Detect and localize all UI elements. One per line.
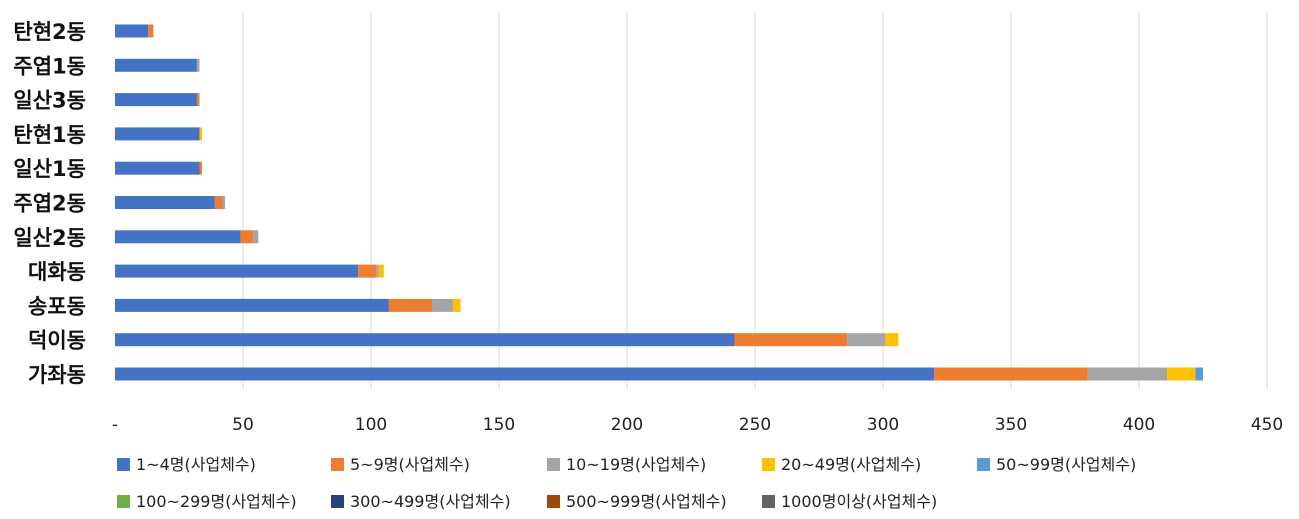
legend-label: 1~4명(사업체수) (136, 455, 256, 474)
legend-label: 10~19명(사업체수) (566, 455, 706, 474)
category-label: 대화동 (28, 260, 86, 284)
bar-segment-2-3 (196, 58, 200, 72)
legend-swatch (762, 495, 775, 508)
legend-label: 100~299명(사업체수) (136, 492, 297, 511)
bar-segment-3-1 (115, 93, 197, 107)
legend-label: 500~999명(사업체수) (566, 492, 727, 511)
bar-segment-3-2 (196, 93, 200, 107)
bar-segment-11-5 (1195, 367, 1203, 381)
legend-swatch (331, 495, 344, 508)
bar-segment-7-1 (115, 230, 241, 244)
legend-label: 50~99명(사업체수) (996, 455, 1136, 474)
legend-swatch (547, 458, 560, 471)
tick-label: 250 (739, 415, 771, 435)
bar-segment-9-3 (432, 298, 453, 312)
bar-segment-11-4 (1167, 367, 1196, 381)
bar-segment-1-2 (148, 24, 154, 38)
bar-segment-6-3 (222, 196, 226, 209)
bar-segment-5-2 (199, 161, 203, 175)
legend-swatch (547, 495, 560, 508)
legend: 1~4명(사업체수) 5~9명(사업체수) 10~19명(사업체수) 20~49명(사… (117, 455, 1136, 511)
tick-label: 50 (232, 415, 254, 435)
category-label: 덕이동 (28, 329, 86, 353)
legend-label: 1000명이상(사업체수) (781, 492, 937, 511)
tick-label: 350 (995, 415, 1027, 435)
category-label: 탄현1동 (13, 123, 86, 147)
bar-segment-11-2 (934, 367, 1088, 381)
bar-segment-8-1 (115, 264, 359, 278)
category-label: 주엽2동 (13, 192, 86, 216)
category-label: 일산2동 (13, 226, 86, 250)
tick-label: 400 (1123, 415, 1155, 435)
bar-segment-8-2 (358, 264, 377, 278)
category-label: 일산3동 (13, 89, 86, 113)
bar-segment-10-1 (115, 333, 735, 347)
bar-segment-10-2 (734, 333, 848, 347)
bar-segment-8-4 (378, 264, 384, 278)
bar-area (115, 24, 1203, 381)
bar-segment-2-1 (115, 58, 197, 72)
bar-segment-9-2 (388, 298, 433, 312)
legend-label: 20~49명(사업체수) (781, 455, 921, 474)
bar-segment-6-1 (115, 196, 215, 209)
bar-segment-10-3 (847, 333, 886, 347)
tick-label: - (112, 415, 118, 435)
bar-segment-1-1 (115, 24, 149, 38)
tick-label: 150 (483, 415, 515, 435)
category-label: 탄현2동 (13, 20, 86, 44)
category-label: 송포동 (28, 294, 86, 318)
tick-label: 450 (1251, 415, 1283, 435)
tick-label: 200 (611, 415, 643, 435)
tick-label: 100 (355, 415, 387, 435)
category-label: 주엽1동 (13, 54, 86, 78)
bar-segment-5-1 (115, 161, 200, 175)
tick-label: 300 (867, 415, 899, 435)
legend-swatch (331, 458, 344, 471)
bar-segment-9-4 (452, 298, 461, 312)
category-label: 가좌동 (28, 363, 86, 387)
legend-swatch (117, 495, 130, 508)
bar-segment-4-4 (199, 127, 203, 141)
legend-swatch (762, 458, 775, 471)
legend-swatch (977, 458, 990, 471)
bar-segment-7-3 (253, 230, 259, 244)
gridlines (242, 12, 1268, 390)
legend-label: 5~9명(사업체수) (350, 455, 470, 474)
bar-segment-10-4 (885, 333, 899, 347)
legend-label: 300~499명(사업체수) (350, 492, 511, 511)
category-label: 일산1동 (13, 157, 86, 181)
bar-segment-6-2 (214, 196, 223, 209)
bar-segment-8-3 (376, 264, 379, 278)
bar-segment-9-1 (115, 298, 389, 312)
bar-segment-11-1 (115, 367, 935, 381)
legend-swatch (117, 458, 130, 471)
bar-segment-11-3 (1087, 367, 1168, 381)
bar-segment-4-1 (115, 127, 200, 141)
value-axis: - 50 100 150 200 250 300 350 400 450 (112, 415, 1283, 435)
bar-segment-7-2 (240, 230, 254, 244)
